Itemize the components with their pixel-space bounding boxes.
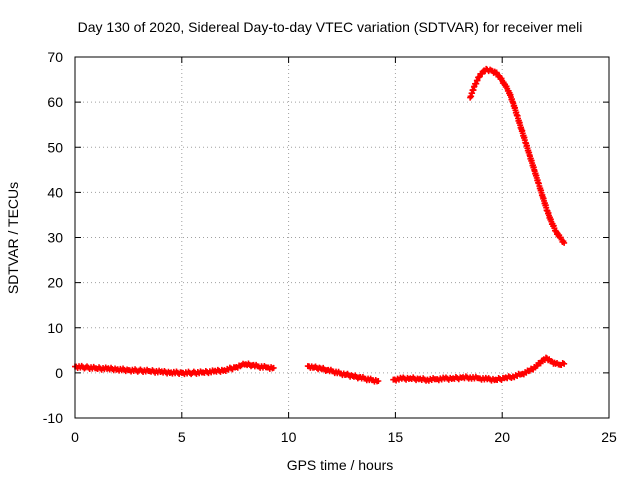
x-tick-label: 5 bbox=[178, 429, 186, 445]
series-group bbox=[304, 363, 382, 385]
grid bbox=[75, 57, 609, 418]
data-point bbox=[561, 239, 568, 246]
y-tick-label: 0 bbox=[55, 365, 63, 381]
y-tick-label: 40 bbox=[47, 184, 63, 200]
x-tick-label: 10 bbox=[281, 429, 297, 445]
series-group bbox=[72, 360, 277, 378]
y-tick-label: 60 bbox=[47, 94, 63, 110]
axis-ticks: 0 5 10 15 20 25 -10 0 10 20 30 40 50 60 70 bbox=[43, 49, 617, 445]
x-tick-label: 0 bbox=[71, 429, 79, 445]
x-tick-label: 15 bbox=[388, 429, 404, 445]
data-points bbox=[72, 65, 568, 385]
chart-title: Day 130 of 2020, Sidereal Day-to-day VTE… bbox=[78, 19, 583, 35]
y-axis-label: SDTVAR / TECUs bbox=[5, 182, 21, 294]
data-point bbox=[270, 364, 277, 371]
x-tick-label: 25 bbox=[601, 429, 617, 445]
y-tick-label: 70 bbox=[47, 49, 63, 65]
x-tick-label: 20 bbox=[494, 429, 510, 445]
y-tick-label: 30 bbox=[47, 230, 63, 246]
y-tick-label: 50 bbox=[47, 139, 63, 155]
y-tick-label: 20 bbox=[47, 275, 63, 291]
y-tick-label: -10 bbox=[43, 410, 63, 426]
data-point bbox=[375, 377, 382, 384]
series-group bbox=[390, 354, 568, 384]
series-group bbox=[467, 65, 568, 246]
x-axis-label: GPS time / hours bbox=[287, 457, 394, 473]
y-tick-label: 10 bbox=[47, 320, 63, 336]
data-point bbox=[561, 360, 568, 367]
